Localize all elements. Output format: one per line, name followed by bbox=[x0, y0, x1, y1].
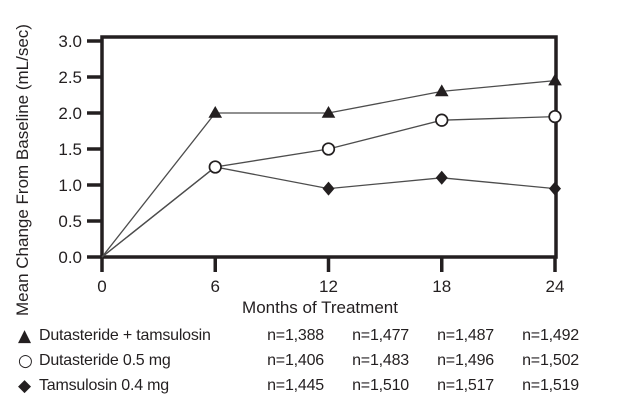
circle-marker bbox=[435, 113, 449, 127]
n-value: n=1,510 bbox=[352, 377, 409, 394]
series-line bbox=[101, 166, 556, 258]
triangle-marker bbox=[548, 73, 562, 86]
triangle-marker bbox=[434, 84, 449, 97]
diamond-marker-icon: ◆ bbox=[18, 375, 32, 396]
y-tick-label: 2.5 bbox=[58, 68, 82, 87]
diamond-marker bbox=[549, 181, 561, 196]
n-value: n=1,517 bbox=[437, 377, 494, 394]
series-label: Dutasteride 0.5 mg bbox=[39, 352, 171, 369]
triangle-marker bbox=[321, 106, 336, 118]
x-axis-title: Months of Treatment bbox=[242, 298, 398, 317]
line-chart: 3.0 2.5 2.0 1.5 1.0 0.5 0.0 0 6 12 18 24 Months of T… bbox=[13, 24, 565, 317]
x-tick-label: 0 bbox=[97, 277, 106, 296]
y-tick-label: 3.0 bbox=[58, 32, 82, 51]
circle-marker bbox=[208, 160, 222, 174]
x-tick-label: 24 bbox=[546, 277, 565, 296]
diamond-marker bbox=[322, 181, 335, 196]
x-tick-label: 6 bbox=[211, 277, 220, 296]
circle-marker-icon: ○ bbox=[18, 350, 33, 371]
n-value: n=1,483 bbox=[352, 352, 409, 369]
legend-row-tamsulosin: ◆ Tamsulosin 0.4 mg n=1,445 n=1,510 n=1,… bbox=[18, 375, 579, 397]
y-tick-label: 1.5 bbox=[58, 140, 82, 159]
n-value: n=1,477 bbox=[352, 327, 409, 344]
n-value: n=1,445 bbox=[267, 377, 324, 394]
triangle-marker bbox=[208, 106, 223, 118]
n-value: n=1,496 bbox=[437, 352, 494, 369]
y-tick-label: 0.5 bbox=[58, 212, 82, 231]
n-value: n=1,388 bbox=[267, 327, 324, 344]
n-value: n=1,406 bbox=[267, 352, 324, 369]
circle-marker bbox=[321, 142, 336, 156]
triangle-marker-icon: ▲ bbox=[18, 325, 32, 346]
y-tick-label: 0.0 bbox=[58, 248, 82, 267]
n-value: n=1,502 bbox=[522, 352, 579, 369]
legend-row-dutasteride: ○ Dutasteride 0.5 mg n=1,406 n=1,483 n=1… bbox=[18, 350, 579, 372]
series-label: Dutasteride + tamsulosin bbox=[39, 327, 211, 344]
n-value: n=1,487 bbox=[437, 327, 494, 344]
y-tick-label: 1.0 bbox=[58, 176, 82, 195]
x-tick-label: 12 bbox=[319, 277, 338, 296]
circle-marker bbox=[548, 109, 562, 124]
legend-row-dutasteride-tamsulosin: ▲ Dutasteride + tamsulosin n=1,388 n=1,4… bbox=[18, 325, 579, 347]
y-axis-title: Mean Change From Baseline (mL/sec) bbox=[13, 24, 32, 316]
diamond-marker bbox=[435, 170, 448, 185]
y-tick-label: 2.0 bbox=[58, 104, 82, 123]
x-tick-label: 18 bbox=[432, 277, 451, 296]
n-value: n=1,492 bbox=[522, 327, 579, 344]
n-value: n=1,519 bbox=[522, 377, 579, 394]
series-label: Tamsulosin 0.4 mg bbox=[39, 377, 169, 394]
